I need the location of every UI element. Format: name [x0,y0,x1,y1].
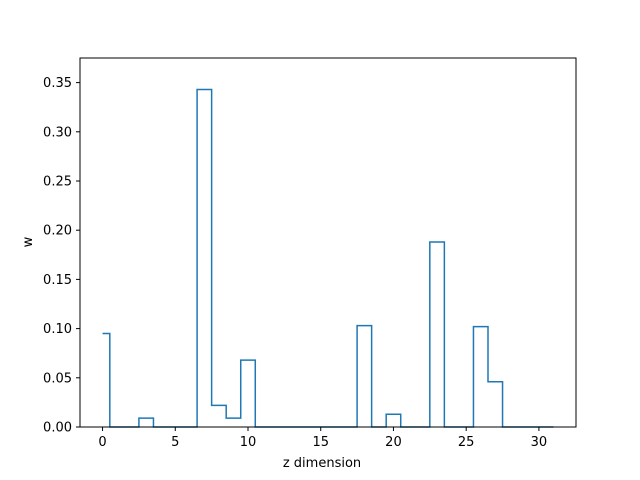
x-tick-label: 25 [458,435,475,450]
x-axis-title: z dimension [283,456,361,471]
y-tick-label: 0.25 [43,175,72,190]
y-tick-label: 0.35 [43,76,72,91]
y-axis-title: w [21,236,36,247]
y-tick-label: 0.30 [43,125,72,140]
x-tick-label: 5 [171,435,179,450]
axes-frame [79,57,577,428]
y-tick-label: 0.05 [43,371,72,386]
y-axis: 0.00 0.05 0.10 0.15 0.20 0.25 0.30 0.35 [43,76,80,436]
x-tick-label: 20 [385,435,402,450]
x-tick-label: 30 [531,435,548,450]
x-tick-label: 0 [98,435,106,450]
x-tick-label: 10 [240,435,257,450]
y-tick-label: 0.00 [43,421,72,436]
y-tick-label: 0.10 [43,322,72,337]
plot-area [79,57,577,428]
x-axis: 0 5 10 15 20 25 30 [98,427,547,450]
y-tick-label: 0.15 [43,273,72,288]
x-tick-label: 15 [312,435,329,450]
y-tick-label: 0.20 [43,224,72,239]
